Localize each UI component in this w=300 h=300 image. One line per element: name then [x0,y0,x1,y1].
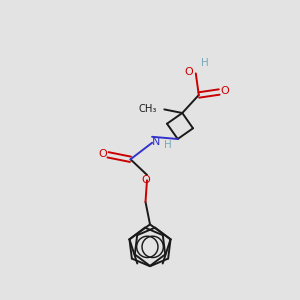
Text: O: O [220,86,229,96]
Text: N: N [152,136,160,147]
Text: H: H [164,140,172,150]
Text: CH₃: CH₃ [138,104,157,114]
Text: O: O [185,67,194,77]
Text: O: O [98,149,107,159]
Text: O: O [141,175,150,185]
Text: H: H [201,58,209,68]
